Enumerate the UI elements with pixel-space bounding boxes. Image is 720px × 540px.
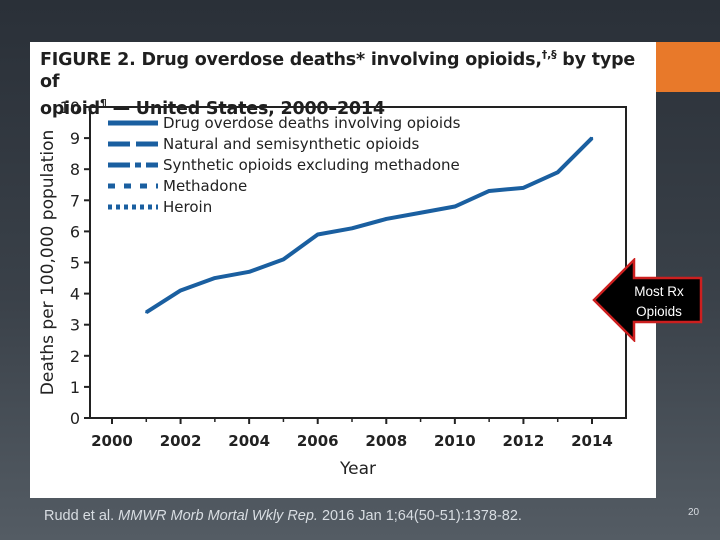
data-point bbox=[247, 270, 251, 274]
data-point bbox=[350, 227, 354, 230]
data-point bbox=[316, 233, 319, 236]
y-tick-label: 0 bbox=[70, 409, 80, 428]
data-point bbox=[385, 217, 388, 221]
legend-label: Drug overdose deaths involving opioids bbox=[163, 114, 461, 132]
y-tick-label: 1 bbox=[70, 378, 80, 397]
page-number: 20 bbox=[688, 507, 700, 518]
callout-label: Most Rx Opioids bbox=[620, 282, 698, 322]
data-point bbox=[419, 211, 422, 214]
opioid-deaths-chart: 0 1 2 3 4 5 6 7 8 9 10 2000 2002 2004 2006 2008 2010 2012… bbox=[38, 98, 627, 479]
y-tick-label: 9 bbox=[70, 129, 80, 148]
y-tick-label: 8 bbox=[70, 160, 80, 179]
legend-label: Heroin bbox=[163, 198, 212, 216]
y-tick-label: 6 bbox=[70, 222, 80, 241]
data-point bbox=[179, 289, 182, 292]
accent-square bbox=[655, 42, 720, 92]
x-tick-label: 2008 bbox=[365, 432, 407, 450]
data-point bbox=[487, 189, 491, 193]
callout-arrow bbox=[592, 258, 703, 342]
legend-label: Natural and semisynthetic opioids bbox=[163, 135, 420, 153]
x-tick-label: 2002 bbox=[160, 432, 202, 450]
figure-title: FIGURE 2. Drug overdose deaths* involvin… bbox=[40, 48, 636, 119]
x-tick-label: 2000 bbox=[91, 432, 133, 450]
figure-panel bbox=[30, 42, 656, 498]
y-tick-label: 5 bbox=[70, 254, 80, 273]
data-point bbox=[453, 205, 457, 208]
series-line bbox=[145, 136, 594, 314]
legend-label: Methadone bbox=[163, 177, 247, 195]
data-point bbox=[556, 171, 559, 174]
callout-line-2: Opioids bbox=[636, 304, 682, 319]
y-tick-label: 10 bbox=[60, 98, 80, 117]
x-tick-label: 2004 bbox=[228, 432, 270, 450]
callout-line-1: Most Rx bbox=[634, 284, 684, 299]
y-tick-label: 7 bbox=[70, 191, 80, 210]
data-point bbox=[282, 258, 285, 261]
data-point bbox=[522, 186, 525, 190]
x-tick-label: 2014 bbox=[571, 432, 613, 450]
y-tick-label: 2 bbox=[70, 347, 80, 366]
citation: Rudd et al. MMWR Morb Mortal Wkly Rep. 2… bbox=[44, 508, 522, 524]
plot-frame bbox=[89, 106, 627, 419]
data-point bbox=[145, 311, 148, 314]
data-point bbox=[213, 276, 217, 280]
legend-label: Synthetic opioids excluding methadone bbox=[163, 156, 460, 174]
y-tick-label: 4 bbox=[70, 285, 80, 304]
x-axis-label: Year bbox=[339, 459, 376, 479]
y-axis-label: Deaths per 100,000 population bbox=[38, 130, 58, 395]
x-tick-label: 2010 bbox=[434, 432, 476, 450]
data-point bbox=[590, 136, 594, 140]
x-tick-label: 2012 bbox=[503, 432, 545, 450]
y-tick-label: 3 bbox=[70, 316, 80, 335]
x-tick-label: 2006 bbox=[297, 432, 339, 450]
